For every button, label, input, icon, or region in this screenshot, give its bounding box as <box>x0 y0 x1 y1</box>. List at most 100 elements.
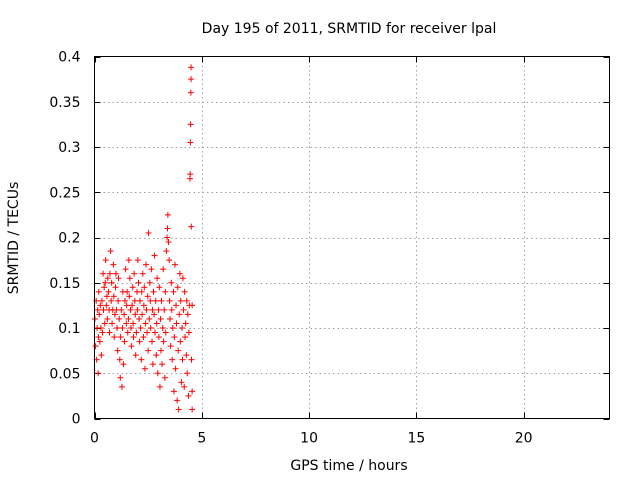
data-point <box>151 252 158 259</box>
data-point <box>144 293 151 300</box>
data-point <box>183 352 190 359</box>
data-point <box>101 284 108 291</box>
data-point <box>99 297 106 304</box>
data-point <box>117 374 124 381</box>
data-point <box>134 257 141 264</box>
data-point <box>123 320 130 327</box>
data-point <box>187 139 194 146</box>
y-tick-label: 0.2 <box>58 231 80 247</box>
data-point <box>106 329 113 336</box>
data-point <box>182 320 189 327</box>
data-point <box>118 306 125 313</box>
data-point <box>161 306 168 313</box>
data-point <box>129 284 136 291</box>
data-point <box>160 266 167 273</box>
y-tick-label: 0.05 <box>49 366 80 382</box>
data-point <box>121 297 128 304</box>
data-point <box>177 297 184 304</box>
data-point <box>131 270 138 277</box>
data-point <box>136 297 143 304</box>
data-point <box>148 266 155 273</box>
data-point <box>172 365 179 372</box>
data-point <box>121 311 128 318</box>
data-point <box>161 374 168 381</box>
data-point <box>174 397 181 404</box>
data-point <box>117 334 124 341</box>
data-point <box>123 302 130 309</box>
data-point <box>134 306 141 313</box>
data-point <box>142 320 149 327</box>
grid <box>94 56 610 419</box>
data-point <box>160 338 167 345</box>
data-point <box>129 302 136 309</box>
data-point <box>185 329 192 336</box>
data-point <box>189 406 196 413</box>
data-point <box>173 302 180 309</box>
data-point <box>164 225 171 232</box>
data-point <box>143 306 150 313</box>
y-tick-label: 0.15 <box>49 276 80 292</box>
data-point <box>158 297 165 304</box>
data-point <box>150 288 157 295</box>
data-point <box>189 302 196 309</box>
chart-title: Day 195 of 2011, SRMTID for receiver lpa… <box>202 21 497 37</box>
data-point <box>112 284 119 291</box>
data-point <box>100 270 107 277</box>
data-point <box>141 284 148 291</box>
data-point <box>110 293 117 300</box>
data-point <box>164 234 171 241</box>
data-point <box>149 306 156 313</box>
data-point <box>169 356 176 363</box>
data-point <box>175 347 182 354</box>
data-point <box>166 257 173 264</box>
data-point <box>156 284 163 291</box>
data-point <box>174 284 181 291</box>
data-point <box>121 338 128 345</box>
y-axis-label: SRMTID / TECUs <box>6 182 22 295</box>
data-point <box>136 315 143 322</box>
data-point <box>106 270 113 277</box>
data-point <box>175 406 182 413</box>
y-tick-label: 0.4 <box>58 50 80 66</box>
data-point <box>181 288 188 295</box>
data-point <box>109 320 116 327</box>
data-point <box>187 89 194 96</box>
data-point <box>176 270 183 277</box>
data-point <box>168 279 175 286</box>
data-point <box>178 379 185 386</box>
data-point <box>184 370 191 377</box>
data-point <box>128 343 135 350</box>
data-point <box>183 297 190 304</box>
data-point <box>138 356 145 363</box>
data-point <box>177 338 184 345</box>
data-point <box>101 320 108 327</box>
data-point <box>167 315 174 322</box>
data-point <box>162 288 169 295</box>
data-point <box>141 365 148 372</box>
data-point <box>159 361 166 368</box>
data-point <box>155 334 162 341</box>
data-point <box>170 388 177 395</box>
data-point <box>188 223 195 230</box>
data-point <box>187 121 194 128</box>
data-point <box>165 239 172 246</box>
data-point <box>114 347 121 354</box>
x-axis-label: GPS time / hours <box>290 458 407 474</box>
data-point <box>149 338 156 345</box>
data-point <box>143 261 149 268</box>
data-point <box>147 325 154 331</box>
x-tick-label: 0 <box>90 431 99 447</box>
y-tick-label: 0.3 <box>58 140 80 156</box>
data-point <box>137 325 144 331</box>
plot-frame <box>94 56 610 419</box>
data-point <box>145 347 152 354</box>
data-point <box>159 325 166 331</box>
y-tick-label: 0.1 <box>58 321 80 337</box>
data-point <box>187 171 194 178</box>
data-point <box>132 311 139 318</box>
data-points <box>91 64 196 413</box>
data-point <box>171 261 178 268</box>
data-point <box>96 338 103 345</box>
data-point <box>138 288 145 295</box>
